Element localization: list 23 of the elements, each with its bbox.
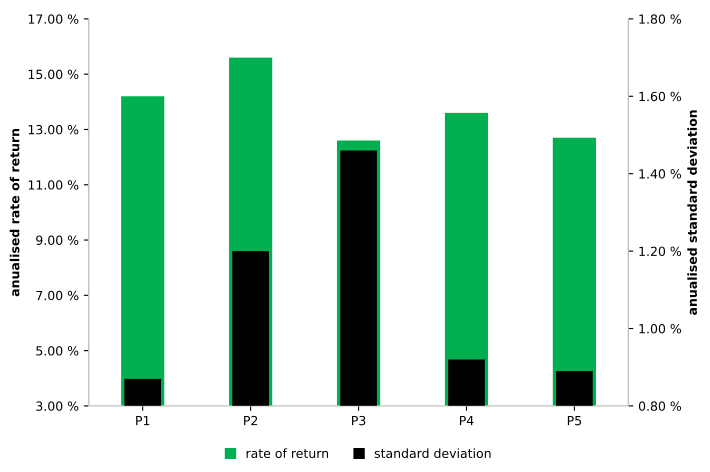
y2-tick-label: 1.40 % bbox=[639, 169, 682, 179]
x-tick-label: P5 bbox=[568, 416, 582, 426]
x-tick-label: P2 bbox=[244, 416, 258, 426]
x-tick-label: P3 bbox=[352, 416, 366, 426]
x-tick-label: P1 bbox=[136, 416, 150, 426]
y2-tick-label: 1.00 % bbox=[639, 324, 682, 334]
legend-label: standard deviation bbox=[374, 448, 491, 458]
y-tick-label: 11.00 % bbox=[28, 180, 78, 190]
y-axis-title: anualised rate of return bbox=[10, 128, 20, 296]
y2-axis-title: anualised standard deviation bbox=[687, 110, 697, 315]
y-tick-label: 5.00 % bbox=[36, 346, 78, 356]
y2-tick-label: 1.20 % bbox=[639, 246, 682, 256]
y-tick-label: 9.00 % bbox=[36, 236, 78, 245]
y-tick-label: 3.00 % bbox=[36, 401, 78, 411]
y2-tick-label: 0.80 % bbox=[638, 401, 682, 411]
y2-tick-label: 1.60 % bbox=[639, 92, 682, 102]
y-tick-label: 17.00 % bbox=[28, 14, 78, 24]
y-tick-label: 13.00 % bbox=[28, 124, 78, 134]
y2-tick-label: 1.80 % bbox=[639, 14, 682, 24]
y-tick-label: 15.00 % bbox=[28, 70, 78, 80]
x-tick-label: P4 bbox=[460, 416, 474, 426]
legend-label: rate of return bbox=[246, 448, 328, 458]
y-tick-label: 7.00 % bbox=[36, 290, 78, 300]
